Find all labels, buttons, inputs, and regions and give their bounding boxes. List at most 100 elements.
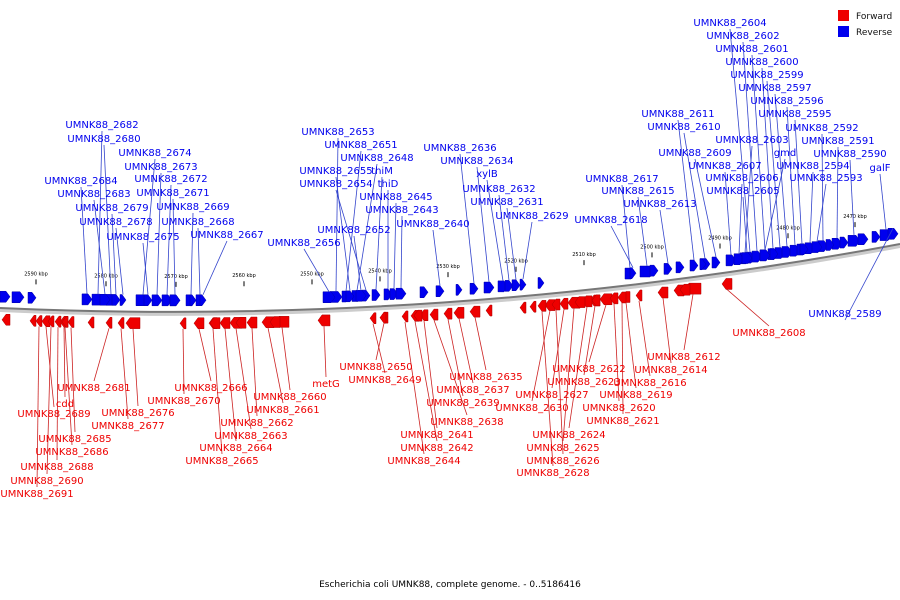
gene-arrow-extra-reverse-3 xyxy=(169,294,181,307)
leader-line-umnk88-2661 xyxy=(267,327,284,404)
leader-line-umnk88-2612 xyxy=(683,294,694,351)
gene-arrow-umnk88-2609 xyxy=(711,256,721,269)
leader-line-umnk88-2604 xyxy=(729,28,751,253)
leader-line-umnk88-2616 xyxy=(638,300,651,377)
gene-arrow-umnk88-2635 xyxy=(469,305,481,318)
leader-line-umnk88-2594 xyxy=(809,171,814,243)
gene-arrow-extra-reverse-1 xyxy=(11,291,25,304)
gene-arrow-umnk88-2629 xyxy=(519,278,527,291)
leader-line-umnk88-2615 xyxy=(637,196,648,267)
gene-arrow-umnk88-2608 xyxy=(721,278,733,290)
gene-label-umnk88-2631: UMNK88_2631 xyxy=(470,197,543,208)
gene-label-umnk88-2684: UMNK88_2684 xyxy=(44,176,117,187)
gene-label-galf: galF xyxy=(869,163,890,174)
gene-label-umnk88-2595: UMNK88_2595 xyxy=(758,109,831,120)
gene-label-umnk88-2655: UMNK88_2655 xyxy=(299,166,372,177)
gene-arrow-umnk88-2686 xyxy=(61,316,69,328)
leader-line-umnk88-2589 xyxy=(844,228,894,321)
leader-line-umnk88-2599 xyxy=(766,80,781,248)
leader-line-umnk88-2614 xyxy=(662,297,672,364)
leader-line-umnk88-2668 xyxy=(197,227,201,295)
gene-arrow-umnk88-2678 xyxy=(119,294,127,306)
leader-line-umnk88-2623 xyxy=(583,305,596,376)
gene-label-umnk88-2676: UMNK88_2676 xyxy=(101,408,174,419)
gene-label-umnk88-2620: UMNK88_2620 xyxy=(582,403,655,414)
tick-label-2480-kbp: 2480 kbp xyxy=(776,225,800,231)
gene-arrow-umnk88-2691 xyxy=(35,315,43,327)
gene-label-umnk88-2671: UMNK88_2671 xyxy=(136,188,209,199)
gene-label-umnk88-2630: UMNK88_2630 xyxy=(495,403,568,414)
gene-arrow-extra-reverse-8 xyxy=(649,264,659,277)
leader-line-umnk88-2650 xyxy=(375,323,385,361)
tick-label-2540-kbp: 2540 kbp xyxy=(368,268,392,274)
gene-arrow-umnk88-2640 xyxy=(435,285,445,297)
leader-line-umnk88-2640 xyxy=(432,229,441,286)
gene-label-umnk88-2680: UMNK88_2680 xyxy=(67,134,140,145)
gene-label-umnk88-2632: UMNK88_2632 xyxy=(462,184,535,195)
gene-label-umnk88-2670: UMNK88_2670 xyxy=(147,396,220,407)
map-caption: Escherichia coli UMNK88, complete genome… xyxy=(319,580,581,590)
leader-line-umnk88-2667 xyxy=(202,240,228,295)
gene-label-umnk88-2629: UMNK88_2629 xyxy=(495,211,568,222)
gene-arrow-extra-reverse-10 xyxy=(699,258,707,271)
leader-line-umnk88-2684 xyxy=(80,186,88,294)
leader-line-umnk88-2670 xyxy=(182,328,185,395)
gene-arrow-extra-forward-4 xyxy=(235,317,247,329)
gene-arrow-umnk88-2620 xyxy=(609,292,619,305)
gene-label-umnk88-2660: UMNK88_2660 xyxy=(253,392,326,403)
gene-label-umnk88-2606: UMNK88_2606 xyxy=(705,173,778,184)
gene-arrow-extra-reverse-14 xyxy=(839,236,849,249)
gene-label-umnk88-2589: UMNK88_2589 xyxy=(808,309,881,320)
gene-arrow-metg xyxy=(317,314,331,327)
leader-line-umnk88-2624 xyxy=(568,306,588,429)
gene-arrow-umnk88-2689 xyxy=(41,315,51,328)
leader-line-umnk88-2610 xyxy=(683,132,706,259)
gene-label-umnk88-2639: UMNK88_2639 xyxy=(426,398,499,409)
leader-line-umnk88-2643 xyxy=(400,215,403,289)
gene-arrow-extra-forward-2 xyxy=(87,316,95,329)
gene-arrow-umnk88-2643 xyxy=(395,287,407,300)
gene-arrow-umnk88-2639 xyxy=(443,307,453,320)
gene-label-umnk88-2627: UMNK88_2627 xyxy=(515,390,588,401)
gene-label-umnk88-2601: UMNK88_2601 xyxy=(715,44,788,55)
leader-line-umnk88-2679 xyxy=(111,213,117,295)
gene-label-umnk88-2661: UMNK88_2661 xyxy=(246,405,319,416)
gene-arrow-umnk88-2622 xyxy=(599,293,613,306)
leader-line-umnk88-2635 xyxy=(474,317,487,371)
gene-label-umnk88-2690: UMNK88_2690 xyxy=(10,476,83,487)
gene-label-umnk88-2644: UMNK88_2644 xyxy=(387,456,460,467)
gene-arrow-umnk88-2618 xyxy=(629,267,637,279)
leader-line-umnk88-2620 xyxy=(613,303,620,402)
gene-label-umnk88-2672: UMNK88_2672 xyxy=(134,174,207,185)
gene-arrow-extra-reverse-12 xyxy=(799,243,809,255)
leader-line-umnk88-2601 xyxy=(751,54,766,250)
leader-line-umnk88-2639 xyxy=(447,319,464,397)
gene-label-umnk88-2689: UMNK88_2689 xyxy=(17,409,90,420)
gene-label-umnk88-2648: UMNK88_2648 xyxy=(340,153,413,164)
gene-label-umnk88-2682: UMNK88_2682 xyxy=(65,120,138,131)
gene-arrow-umnk88-2681 xyxy=(105,317,113,329)
gene-label-umnk88-2592: UMNK88_2592 xyxy=(785,123,858,134)
leader-line-umnk88-2628 xyxy=(541,311,554,467)
gene-arrow-extra-forward-6 xyxy=(379,311,387,324)
gene-arrow-umnk88-2631 xyxy=(511,279,521,291)
gene-label-umnk88-2618: UMNK88_2618 xyxy=(574,215,647,226)
tick-label-2580-kbp: 2580 kbp xyxy=(94,273,118,279)
gene-label-umnk88-2613: UMNK88_2613 xyxy=(623,199,696,210)
reverse-genes xyxy=(0,228,899,307)
gene-arrow-extra-reverse-16 xyxy=(871,231,881,243)
gene-label-umnk88-2597: UMNK88_2597 xyxy=(738,83,811,94)
tick-label-2510-kbp: 2510 kbp xyxy=(572,252,596,258)
leader-line-umnk88-2605 xyxy=(742,196,748,253)
gene-label-umnk88-2667: UMNK88_2667 xyxy=(190,230,263,241)
leader-line-umnk88-2631 xyxy=(506,207,517,280)
gene-arrow-extra-forward-8 xyxy=(485,304,493,317)
gene-label-umnk88-2590: UMNK88_2590 xyxy=(813,149,886,160)
gene-label-umnk88-2674: UMNK88_2674 xyxy=(118,148,191,159)
gene-arrow-umnk88-2666 xyxy=(193,317,205,330)
gene-arrow-umnk88-2679 xyxy=(111,294,121,306)
gene-label-umnk88-2691: UMNK88_2691 xyxy=(0,489,73,500)
leader-line-umnk88-2618 xyxy=(610,225,634,268)
leader-line-umnk88-2654 xyxy=(335,189,367,291)
